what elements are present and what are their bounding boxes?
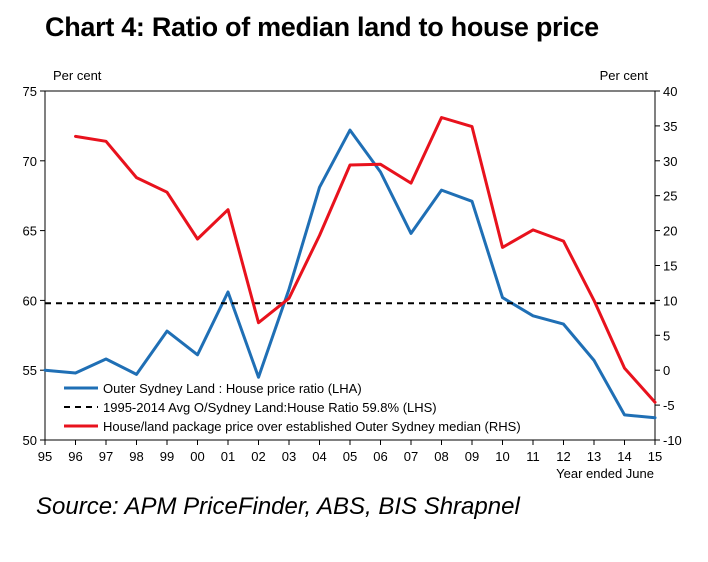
right-axis-tick-label: 5 [663,328,670,343]
left-axis-unit: Per cent [53,68,102,83]
right-axis-tick-label: 30 [663,154,677,169]
legend-label-2: 1995-2014 Avg O/Sydney Land:House Ratio … [103,400,437,415]
series-layer [43,116,657,420]
x-axis-tick-label: 13 [587,449,601,464]
x-axis-tick-label: 10 [495,449,509,464]
x-axis-tick-label: 97 [99,449,113,464]
right-axis-tick-label: -10 [663,433,682,448]
right-axis-tick-label: -5 [663,398,675,413]
x-axis-tick-label: 07 [404,449,418,464]
right-axis-tick-label: 35 [663,119,677,134]
x-axis-tick-label: 01 [221,449,235,464]
legend-label-3: House/land package price over establishe… [103,419,521,434]
x-axis-tick-label: 00 [190,449,204,464]
left-axis-tick-label: 75 [23,84,37,99]
x-axis-tick-label: 96 [68,449,82,464]
right-axis-tick-label: 25 [663,189,677,204]
x-axis-tick-label: 04 [312,449,326,464]
chart-legend: Outer Sydney Land : House price ratio (L… [64,381,521,434]
right-axis-tick-label: 10 [663,293,677,308]
legend-label-1: Outer Sydney Land : House price ratio (L… [103,381,362,396]
source-note: Source: APM PriceFinder, ABS, BIS Shrapn… [36,493,520,520]
x-axis-tick-label: 12 [556,449,570,464]
x-axis-tick-label: 15 [648,449,662,464]
left-axis-tick-label: 60 [23,293,37,308]
x-axis-tick-label: 09 [465,449,479,464]
right-axis-tick-label: 0 [663,363,670,378]
x-axis-tick-label: 98 [129,449,143,464]
x-axis-tick-label: 14 [617,449,631,464]
right-axis-tick-label: 20 [663,224,677,239]
series-line-3 [74,116,657,404]
series-line-1 [43,128,657,420]
left-axis-tick-label: 70 [23,154,37,169]
x-axis-tick-label: 03 [282,449,296,464]
right-axis-tick-label: 40 [663,84,677,99]
x-axis-tick-label: 06 [373,449,387,464]
left-axis-tick-label: 65 [23,224,37,239]
x-axis-tick-label: 95 [38,449,52,464]
chart-title: Chart 4: Ratio of median land to house p… [45,12,599,42]
x-axis-label: Year ended June [556,466,654,481]
right-axis-unit: Per cent [600,68,649,83]
left-axis-tick-label: 50 [23,433,37,448]
x-axis-tick-label: 02 [251,449,265,464]
x-axis-tick-label: 05 [343,449,357,464]
right-axis-tick-label: 15 [663,259,677,274]
x-axis-tick-label: 99 [160,449,174,464]
left-axis-tick-label: 55 [23,363,37,378]
x-axis-tick-label: 11 [526,449,540,464]
x-axis-tick-label: 08 [434,449,448,464]
